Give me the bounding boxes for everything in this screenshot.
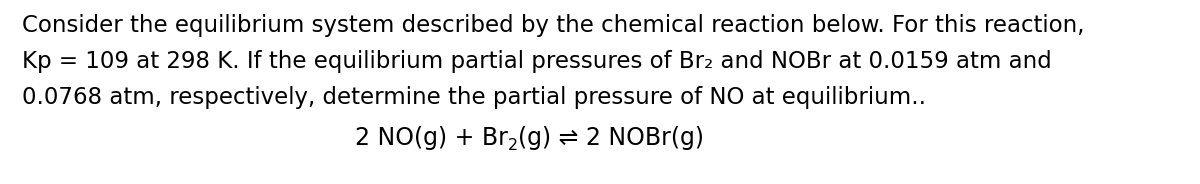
Text: Consider the equilibrium system described by the chemical reaction below. For th: Consider the equilibrium system describe… xyxy=(22,14,1085,37)
Text: 2: 2 xyxy=(508,138,518,153)
Text: 2 NO(g) + Br: 2 NO(g) + Br xyxy=(355,126,508,150)
Text: (g) ⇌ 2 NOBr(g): (g) ⇌ 2 NOBr(g) xyxy=(518,126,704,150)
Text: 0.0768 atm, respectively, determine the partial pressure of NO at equilibrium..: 0.0768 atm, respectively, determine the … xyxy=(22,86,926,109)
Text: Kp = 109 at 298 K. If the equilibrium partial pressures of Br₂ and NOBr at 0.015: Kp = 109 at 298 K. If the equilibrium pa… xyxy=(22,50,1051,73)
